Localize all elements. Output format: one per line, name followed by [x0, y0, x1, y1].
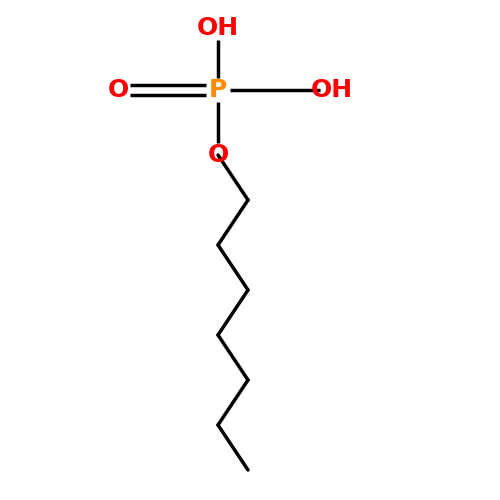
- Text: O: O: [208, 143, 229, 167]
- Text: OH: OH: [197, 16, 239, 40]
- Text: P: P: [209, 78, 227, 102]
- Text: OH: OH: [311, 78, 353, 102]
- Text: O: O: [108, 78, 128, 102]
